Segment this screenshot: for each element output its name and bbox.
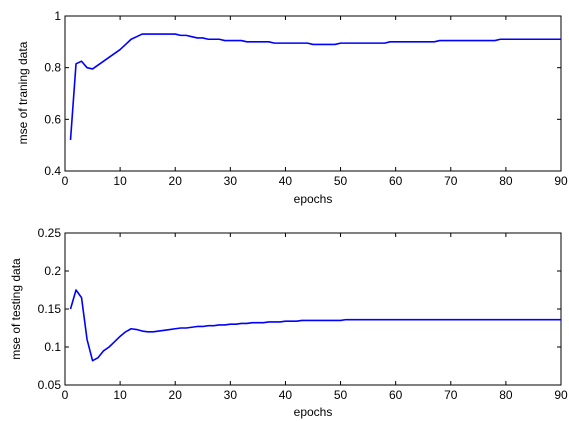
x-tick-label-testing-6: 60 [389, 388, 403, 402]
x-tick-label-testing-8: 80 [499, 388, 513, 402]
subplot-training: 0 10 20 30 40 50 60 70 80 90 0.4 0.6 0.8 1 epochs ms… [16, 9, 568, 206]
y-tick-label-testing-4: 0.25 [38, 226, 62, 240]
x-axis-label-testing: epochs [294, 405, 333, 419]
y-tick-label-testing-2: 0.15 [38, 302, 62, 316]
training-mse-line [69, 33, 561, 141]
x-tick-label-testing-1: 10 [113, 388, 127, 402]
x-tick-label-training-9: 90 [554, 174, 568, 188]
x-ticks-testing: 0 10 20 30 40 50 60 70 80 90 [62, 233, 568, 402]
y-tick-label-testing-0: 0.05 [38, 378, 62, 392]
x-tick-label-training-0: 0 [62, 174, 69, 188]
plot-area-testing [64, 232, 562, 386]
x-tick-label-testing-3: 30 [224, 388, 238, 402]
subplot-testing: 0 10 20 30 40 50 60 70 80 90 0.05 0.1 0.15 0.2 0.25 e… [9, 226, 568, 419]
x-tick-label-testing-5: 50 [334, 388, 348, 402]
x-tick-label-training-2: 20 [169, 174, 183, 188]
x-tick-label-training-3: 30 [224, 174, 238, 188]
y-ticks-testing: 0.05 0.1 0.15 0.2 0.25 [38, 226, 561, 392]
x-tick-label-training-5: 50 [334, 174, 348, 188]
x-tick-label-training-1: 10 [113, 174, 127, 188]
y-tick-label-training-1: 0.6 [44, 112, 61, 126]
x-tick-label-testing-2: 20 [169, 388, 183, 402]
y-ticks-training: 0.4 0.6 0.8 1 [44, 9, 561, 178]
x-ticks-training: 0 10 20 30 40 50 60 70 80 90 [62, 16, 568, 188]
y-tick-label-testing-1: 0.1 [44, 340, 61, 354]
y-tick-label-training-2: 0.8 [44, 61, 61, 75]
x-tick-label-training-6: 60 [389, 174, 403, 188]
y-tick-label-training-0: 0.4 [44, 164, 61, 178]
y-axis-label-training: mse of traning data [16, 41, 30, 144]
x-tick-label-training-4: 40 [279, 174, 293, 188]
x-axis-label-training: epochs [294, 192, 333, 206]
y-tick-label-testing-3: 0.2 [44, 264, 61, 278]
y-tick-label-training-3: 1 [54, 9, 61, 23]
x-tick-label-training-8: 80 [499, 174, 513, 188]
x-tick-label-testing-9: 90 [554, 388, 568, 402]
y-axis-label-testing: mse of testing data [9, 258, 23, 360]
x-tick-label-testing-4: 40 [279, 388, 293, 402]
testing-mse-line [69, 289, 561, 362]
x-tick-label-training-7: 70 [444, 174, 458, 188]
x-tick-label-testing-7: 70 [444, 388, 458, 402]
plot-area-training [64, 15, 562, 172]
x-tick-label-testing-0: 0 [62, 388, 69, 402]
